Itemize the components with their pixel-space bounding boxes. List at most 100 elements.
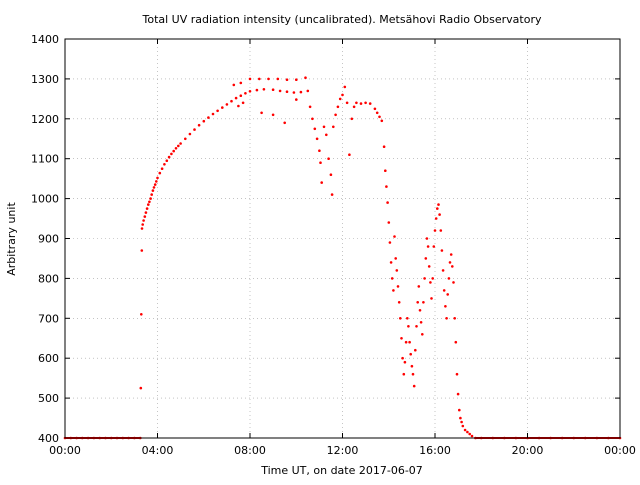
data-point <box>295 98 298 101</box>
data-point <box>461 424 465 428</box>
data-point <box>177 144 180 148</box>
data-point <box>350 117 354 121</box>
data-point <box>232 83 236 87</box>
data-point <box>144 211 148 214</box>
data-point <box>414 348 417 352</box>
data-point <box>418 309 422 312</box>
data-point <box>260 111 263 115</box>
data-point <box>385 185 388 188</box>
data-point <box>151 189 155 192</box>
data-point <box>285 78 289 81</box>
data-point <box>319 161 322 164</box>
data-point <box>393 235 396 238</box>
data-point <box>158 171 162 175</box>
chart-title: Total UV radiation intensity (uncalibrat… <box>142 13 542 26</box>
data-point <box>410 364 414 368</box>
data-point <box>304 76 307 79</box>
data-point <box>322 125 326 129</box>
data-point <box>444 305 447 308</box>
data-point <box>248 90 252 93</box>
data-point <box>427 265 431 268</box>
x-axis-title: Time UT, on date 2017-06-07 <box>260 464 423 477</box>
data-point <box>402 372 406 376</box>
data-point <box>456 392 460 396</box>
data-point <box>440 249 444 252</box>
data-point <box>332 125 335 129</box>
data-point <box>454 340 458 344</box>
data-point <box>188 132 192 136</box>
data-point <box>452 281 455 284</box>
data-point <box>425 237 429 240</box>
data-point <box>400 337 403 340</box>
data-point <box>241 101 245 105</box>
data-point <box>276 77 280 81</box>
data-point <box>165 159 169 162</box>
y-tick-label: 1400 <box>31 33 59 46</box>
data-point <box>336 105 340 109</box>
data-point <box>311 117 314 121</box>
data-point <box>375 111 379 115</box>
data-point <box>401 356 404 360</box>
data-point <box>248 77 252 81</box>
data-point <box>416 301 420 304</box>
data-point <box>306 89 310 93</box>
x-tick-labels: 00:00 04:00 08:00 12:00 16:00 20:00 00:00 <box>49 444 636 457</box>
y-tick-label: 1200 <box>31 113 59 126</box>
data-point <box>446 293 450 296</box>
data-point <box>221 106 224 109</box>
data-point <box>244 92 247 95</box>
x-tick-label: 20:00 <box>512 444 544 457</box>
data-point <box>211 112 215 116</box>
data-point <box>422 301 425 304</box>
data-point <box>147 203 150 206</box>
y-tick-label: 700 <box>38 312 59 325</box>
data-point <box>458 408 461 412</box>
y-tick-label: 1300 <box>31 73 59 86</box>
data-point <box>466 430 469 434</box>
data-point <box>395 269 399 272</box>
data-point <box>207 116 210 119</box>
data-point <box>172 149 175 153</box>
data-point <box>338 97 342 101</box>
data-point <box>419 321 423 324</box>
data-point <box>434 217 438 220</box>
data-point <box>442 289 446 292</box>
data-point <box>468 432 472 436</box>
data-point <box>436 207 439 210</box>
data-point <box>225 103 229 106</box>
data-point <box>449 253 453 256</box>
data-point <box>386 201 389 204</box>
data-point <box>433 229 437 232</box>
y-tick-label: 1100 <box>31 153 59 166</box>
data-point <box>341 93 344 97</box>
data-point <box>155 180 158 183</box>
data-point <box>368 102 372 105</box>
data-point <box>145 207 149 210</box>
data-point <box>387 221 391 224</box>
y-tick-labels: 400 500 600 700 800 900 1000 1100 1200 1300 1400 <box>31 33 59 445</box>
y-tick-label: 800 <box>38 272 59 285</box>
data-point <box>426 245 430 248</box>
data-point <box>271 113 275 117</box>
data-point <box>283 121 287 125</box>
data-point <box>399 317 402 320</box>
data-point <box>150 193 153 196</box>
data-point <box>230 99 233 103</box>
data-point <box>408 340 411 344</box>
data-point <box>396 285 400 288</box>
data-point <box>258 77 261 81</box>
data-point <box>441 269 445 272</box>
data-point <box>345 101 349 105</box>
data-point <box>421 333 424 336</box>
data-point <box>170 152 173 156</box>
data-point <box>239 81 243 85</box>
data-point <box>299 90 303 94</box>
data-point <box>359 102 363 105</box>
data-point <box>392 289 395 292</box>
data-point <box>411 372 415 376</box>
data-point <box>463 428 467 432</box>
data-point <box>308 105 312 109</box>
data-point <box>373 107 377 111</box>
data-point <box>453 317 457 320</box>
